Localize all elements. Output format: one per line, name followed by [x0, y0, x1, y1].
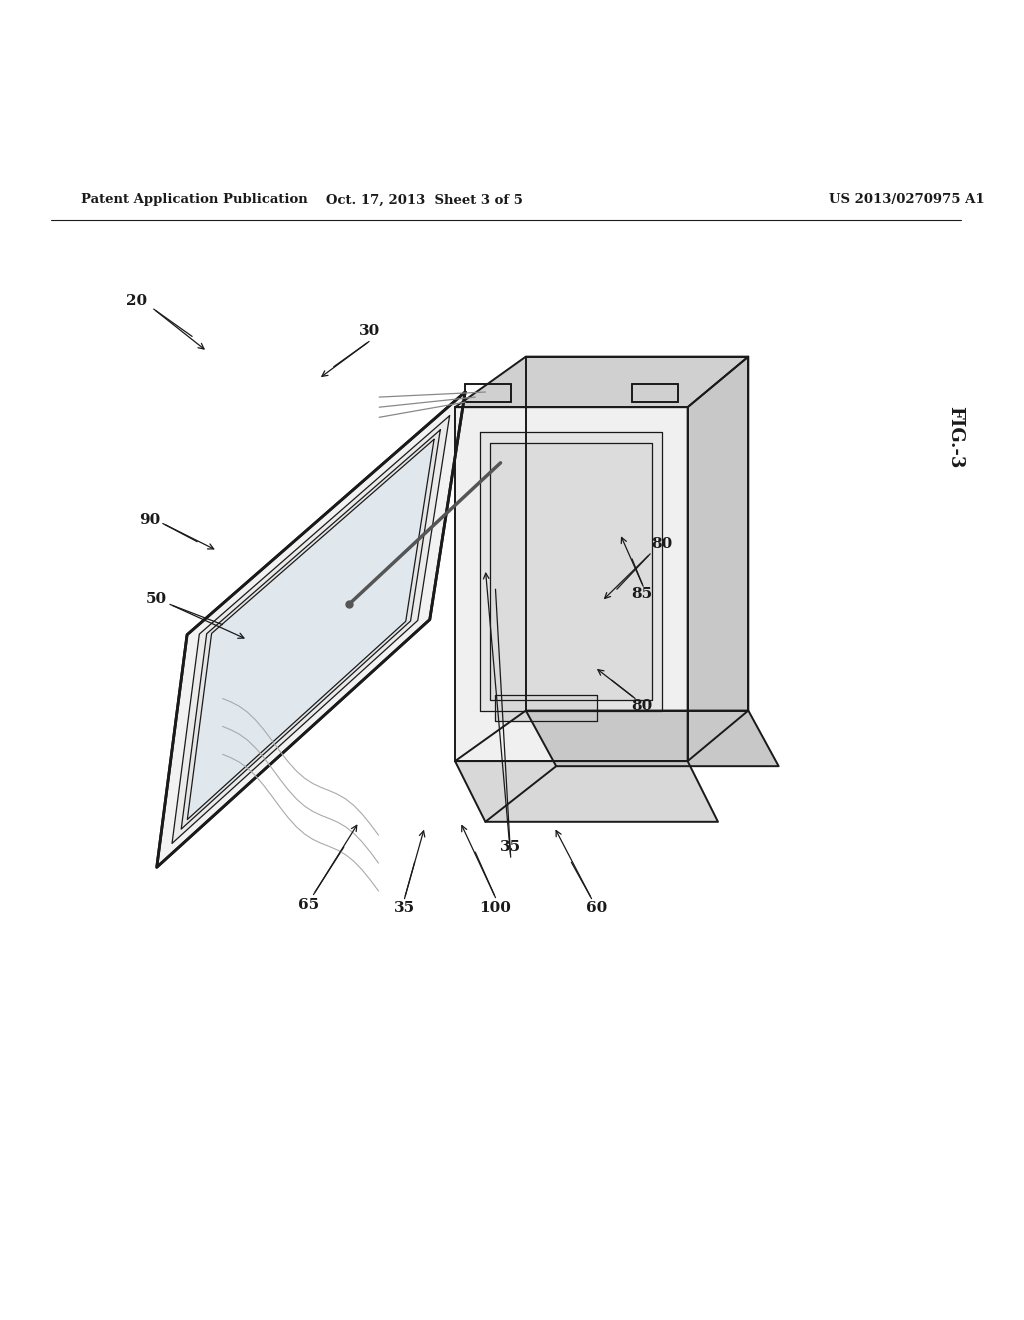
- Polygon shape: [187, 440, 434, 820]
- Polygon shape: [172, 416, 450, 843]
- Text: 65: 65: [298, 898, 319, 912]
- Polygon shape: [455, 356, 749, 407]
- Text: 80: 80: [632, 698, 652, 713]
- Polygon shape: [181, 430, 440, 829]
- Polygon shape: [688, 356, 749, 762]
- Polygon shape: [490, 442, 652, 701]
- Text: 35: 35: [500, 840, 521, 854]
- Polygon shape: [526, 710, 778, 766]
- Text: US 2013/0270975 A1: US 2013/0270975 A1: [829, 194, 985, 206]
- Text: Patent Application Publication: Patent Application Publication: [81, 194, 307, 206]
- Text: 60: 60: [586, 900, 607, 915]
- Polygon shape: [455, 762, 718, 822]
- Text: 85: 85: [632, 587, 652, 602]
- Text: 90: 90: [139, 513, 161, 528]
- Polygon shape: [157, 392, 465, 867]
- Text: 35: 35: [394, 900, 415, 915]
- Polygon shape: [455, 407, 688, 762]
- Polygon shape: [496, 696, 597, 721]
- Text: 100: 100: [479, 900, 511, 915]
- Polygon shape: [480, 433, 663, 710]
- Polygon shape: [526, 356, 749, 710]
- Text: 80: 80: [651, 537, 673, 550]
- Text: 30: 30: [358, 325, 380, 338]
- Text: Oct. 17, 2013  Sheet 3 of 5: Oct. 17, 2013 Sheet 3 of 5: [327, 194, 523, 206]
- Text: 20: 20: [126, 294, 147, 308]
- Text: FIG.-3: FIG.-3: [946, 407, 965, 469]
- Text: 50: 50: [146, 593, 167, 606]
